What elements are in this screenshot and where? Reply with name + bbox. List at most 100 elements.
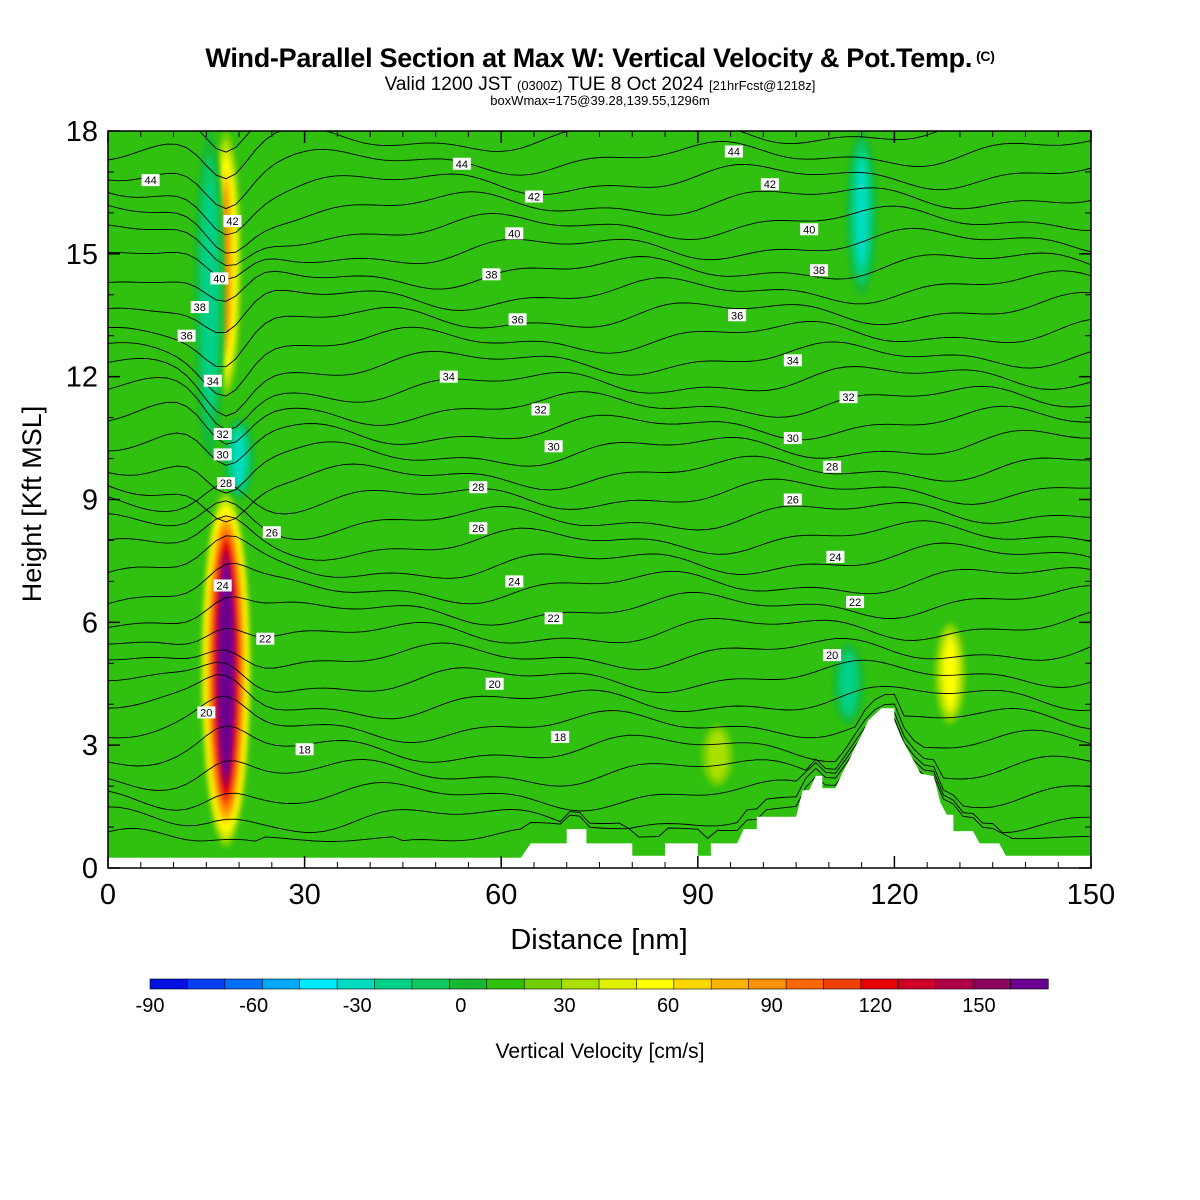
- colorbar: -90 -60 -30 0 30 60 90 120 150: [136, 978, 1049, 1017]
- theta-label-bg: [728, 309, 747, 322]
- theta-label-text: 40: [508, 228, 520, 240]
- isentrope-line: [108, 405, 1091, 466]
- theta-label-bg: [141, 174, 160, 187]
- theta-label-text: 38: [194, 302, 206, 314]
- theta-label-text: 44: [144, 175, 156, 187]
- theta-label: 22: [846, 595, 865, 609]
- theta-label: 28: [469, 481, 488, 494]
- colorbar-swatch: [411, 978, 450, 990]
- isentrope-line: [108, 693, 1091, 744]
- velocity-feature: [223, 417, 255, 500]
- theta-label-text: 30: [217, 449, 229, 461]
- theta-label-text: 28: [220, 478, 232, 490]
- valid-utc: (0300Z): [516, 78, 563, 93]
- y-tick-label: 3: [82, 730, 98, 762]
- colorbar-tick-label: 120: [859, 995, 892, 1017]
- theta-label-text: 42: [226, 216, 238, 228]
- colorbar-swatch: [710, 978, 750, 990]
- velocity-contour: [944, 640, 956, 707]
- theta-label: 18: [551, 730, 570, 744]
- theta-label: 20: [485, 677, 504, 691]
- theta-label-text: 20: [200, 707, 212, 719]
- theta-label-text: 32: [217, 429, 229, 441]
- box-max-info: boxWmax=175@39.28,139.55,1296m: [490, 93, 710, 108]
- theta-label: 36: [177, 329, 196, 343]
- theta-label-bg: [846, 595, 865, 608]
- theta-label-bg: [256, 632, 275, 645]
- colorbar-tick-label: 0: [455, 995, 466, 1017]
- chart-subtitle: Valid 1200 JST (0300Z) TUE 8 Oct 2024 [2…: [0, 74, 1200, 96]
- theta-label-bg: [531, 403, 550, 416]
- y-tick-label: 18: [66, 116, 98, 148]
- theta-label-bg: [505, 227, 524, 240]
- theta-label: 30: [213, 448, 232, 461]
- theta-label-text: 38: [485, 269, 497, 281]
- theta-label: 32: [531, 403, 550, 416]
- theta-label: 20: [823, 649, 842, 662]
- theta-label-bg: [524, 190, 543, 203]
- colorbar-swatch: [1010, 978, 1049, 990]
- velocity-feature: [845, 131, 878, 295]
- colorbar-tick-label: -60: [239, 995, 268, 1017]
- forecast-info: [21hrFcst@1218z]: [708, 78, 816, 93]
- velocity-feature: [193, 131, 226, 459]
- theta-label-bg: [295, 743, 314, 756]
- theta-label: 36: [508, 313, 527, 326]
- theta-label-text: 20: [489, 679, 501, 691]
- x-tick-label: 60: [485, 879, 517, 911]
- y-tick-label: 12: [66, 362, 98, 394]
- isentrope-line: [108, 227, 1091, 280]
- terrain: [108, 708, 1091, 868]
- theta-label: 28: [216, 477, 235, 490]
- theta-label-text: 42: [764, 179, 776, 191]
- theta-label: 42: [524, 190, 543, 204]
- theta-label-text: 22: [548, 613, 560, 625]
- colorbar-tick-label: 60: [657, 995, 679, 1017]
- theta-label-bg: [826, 550, 845, 563]
- theta-label: 32: [213, 427, 232, 441]
- theta-label-bg: [544, 612, 563, 625]
- theta-label: 42: [223, 215, 242, 228]
- theta-label-text: 24: [508, 576, 520, 588]
- theta-label-bg: [839, 391, 858, 404]
- theta-label-text: 22: [259, 634, 271, 646]
- theta-label-bg: [177, 329, 196, 342]
- theta-label: 22: [544, 612, 563, 625]
- colorbar-swatch: [673, 978, 712, 990]
- theta-label: 20: [197, 706, 216, 719]
- isentrope-line: [108, 535, 1091, 579]
- theta-label: 18: [295, 743, 314, 756]
- colorbar-swatch: [935, 978, 974, 990]
- isentropes: [108, 131, 1091, 842]
- colorbar-swatch: [636, 978, 675, 990]
- theta-label-bg: [800, 223, 819, 236]
- theta-label-text: 38: [813, 265, 825, 277]
- theta-label-text: 22: [849, 597, 861, 609]
- theta-label: 24: [826, 550, 845, 564]
- colorbar-swatch: [224, 978, 263, 990]
- colorbar-swatch: [561, 978, 600, 990]
- chart-title: Wind-Parallel Section at Max W: Vertical…: [0, 43, 1200, 74]
- isentrope-line: [108, 140, 1091, 210]
- y-tick-label: 9: [82, 485, 98, 517]
- x-tick-label: 150: [1067, 879, 1115, 911]
- theta-label-bg: [216, 477, 235, 490]
- colorbar-swatch: [336, 978, 376, 990]
- theta-label-text: 26: [787, 495, 799, 507]
- theta-label-bg: [223, 215, 242, 228]
- velocity-contour: [856, 160, 868, 266]
- chart-title-text: Wind-Parallel Section at Max W: Vertical…: [205, 43, 973, 73]
- theta-label-text: 26: [472, 523, 484, 535]
- isentrope-line: [108, 366, 1091, 431]
- theta-label-text: 32: [534, 404, 546, 416]
- theta-label-bg: [505, 575, 524, 588]
- theta-label-bg: [203, 374, 222, 387]
- theta-label-text: 40: [803, 224, 815, 236]
- theta-label: 22: [256, 632, 275, 646]
- theta-label: 36: [728, 309, 747, 322]
- theta-label-bg: [262, 526, 281, 539]
- isentrope-line: [108, 711, 1091, 791]
- y-axis-label: Height [Kft MSL]: [17, 406, 47, 603]
- isentrope-line: [108, 270, 1091, 333]
- theta-label-bg: [197, 706, 216, 719]
